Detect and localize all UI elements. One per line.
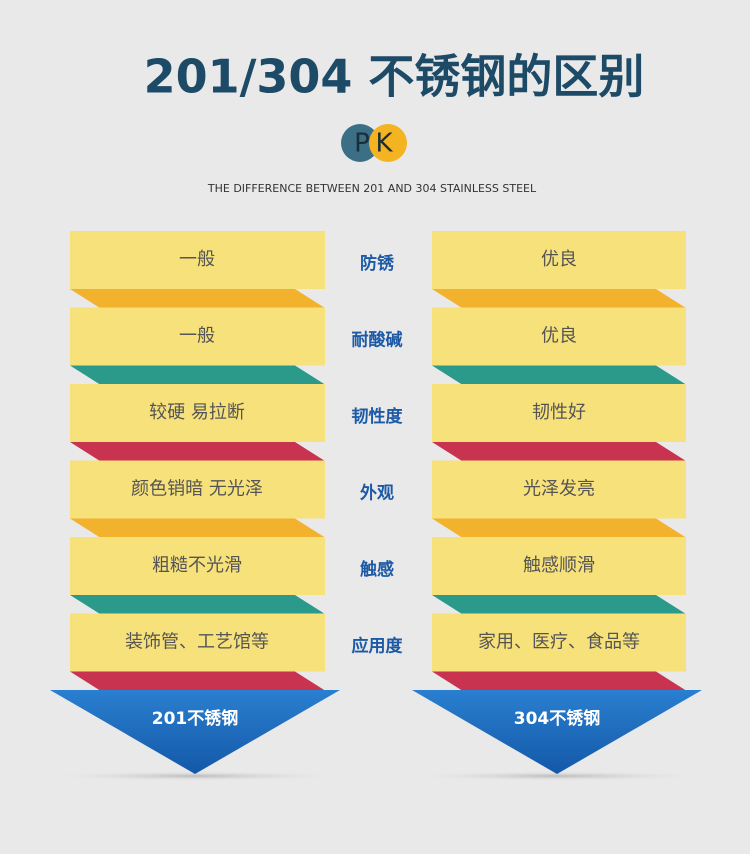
cell-text: 韧性好: [532, 402, 586, 423]
fold: [432, 442, 686, 461]
cell-text: 一般: [179, 326, 215, 347]
fold: [432, 365, 686, 385]
arrow-label: 201不锈钢: [152, 708, 239, 729]
fold: [432, 518, 686, 538]
cell-text: 较硬 易拉断: [149, 402, 245, 423]
cell-box: [432, 307, 686, 366]
row-label: 应用度: [352, 636, 404, 657]
row-label: 防锈: [360, 253, 395, 274]
cell-text: 家用、医疗、食品等: [478, 632, 640, 653]
cell-text: 触感顺滑: [523, 555, 595, 576]
cell-text: 优良: [541, 326, 577, 347]
shadow: [407, 771, 707, 781]
fold: [432, 671, 686, 691]
cell-box: [432, 537, 686, 595]
shadow: [45, 771, 345, 781]
cell-text: 粗糙不光滑: [152, 555, 242, 576]
row-label: 耐酸碱: [352, 330, 403, 351]
cell-box: [70, 231, 325, 289]
fold: [70, 595, 325, 614]
badge-letter: K: [375, 129, 393, 159]
fold: [70, 289, 325, 308]
row-label: 触感: [359, 559, 394, 580]
arrow: [50, 690, 340, 774]
cell-box: [70, 537, 325, 595]
cell-box: [432, 384, 686, 442]
cell-box: [70, 613, 325, 672]
subtitle: THE DIFFERENCE BETWEEN 201 AND 304 STAIN…: [207, 182, 537, 195]
cell-box: [432, 613, 686, 672]
arrow: [412, 690, 702, 774]
cell-box: [432, 460, 686, 519]
cell-text: 优良: [541, 249, 577, 270]
badge-circle: [341, 124, 379, 162]
badge-letter: P: [354, 129, 370, 159]
cell-text: 装饰管、工艺馆等: [125, 632, 269, 653]
cell-box: [432, 231, 686, 289]
fold: [432, 595, 686, 614]
cell-box: [70, 384, 325, 442]
cell-text: 光泽发亮: [523, 479, 595, 500]
fold: [432, 289, 686, 308]
fold: [70, 365, 325, 385]
cell-box: [70, 307, 325, 366]
cell-text: 一般: [179, 249, 215, 270]
row-label: 外观: [360, 483, 394, 504]
cell-text: 颜色销暗 无光泽: [131, 479, 263, 500]
arrow-label: 304不锈钢: [514, 708, 601, 729]
cell-box: [70, 460, 325, 519]
fold: [70, 518, 325, 538]
fold: [70, 442, 325, 461]
title: 201/304 不锈钢的区别: [144, 50, 645, 104]
badge-circle: [369, 124, 407, 162]
fold: [70, 671, 325, 691]
row-label: 韧性度: [352, 406, 404, 427]
